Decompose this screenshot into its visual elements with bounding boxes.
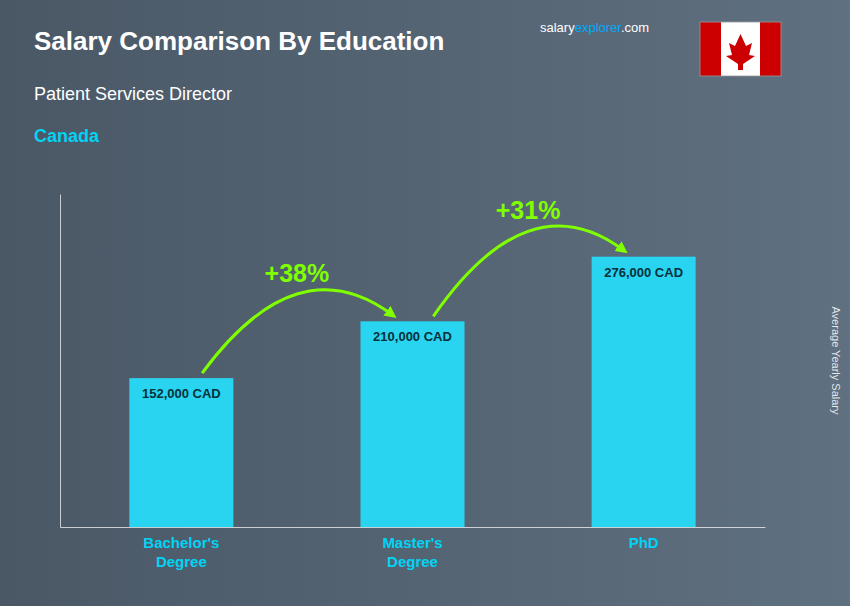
- background: [0, 0, 850, 606]
- x-tick-label-line: PhD: [629, 534, 659, 551]
- x-tick-label: PhD: [629, 534, 659, 551]
- subtitle: Patient Services Director: [34, 84, 232, 104]
- x-tick-label-line: Degree: [387, 553, 438, 570]
- bar: [129, 378, 233, 527]
- chart-container: Bachelor's Degree Master's Degree PhD 152,000…: [0, 0, 850, 606]
- x-tick-label-line: Master's: [382, 534, 442, 551]
- x-axis-line: [61, 527, 766, 528]
- x-tick-label-line: Degree: [156, 553, 207, 570]
- flag-field: [700, 22, 781, 76]
- data-label: 152,000 CAD: [142, 386, 221, 401]
- flag-border: [700, 22, 781, 76]
- watermark-part: explorer: [575, 20, 623, 35]
- data-labels: 152,000 CAD 210,000 CAD 276,000 CAD: [142, 265, 683, 401]
- title: Salary Comparison By Education: [34, 26, 444, 56]
- watermark-part: salary: [540, 20, 575, 35]
- bar: [592, 257, 696, 527]
- flag-band: [760, 22, 781, 76]
- x-tick-label: Bachelor's Degree: [143, 534, 219, 571]
- flag-leaf: [726, 34, 755, 70]
- flag-band: [700, 22, 721, 76]
- x-tick: Bachelor's Degree: [143, 527, 219, 570]
- change-arrow: [433, 226, 623, 316]
- y-axis-line: [60, 195, 61, 528]
- data-label: 210,000 CAD: [373, 329, 452, 344]
- change-arrows: +38% +31%: [202, 196, 623, 373]
- x-axis: Bachelor's Degree Master's Degree PhD: [61, 527, 766, 570]
- country: Canada: [34, 126, 100, 146]
- x-tick-label: Master's Degree: [382, 534, 442, 571]
- flag: [700, 22, 781, 76]
- plot-area: Bachelor's Degree Master's Degree PhD 152,000…: [61, 195, 766, 571]
- x-tick-label-line: Bachelor's: [143, 534, 219, 551]
- chart-svg: Bachelor's Degree Master's Degree PhD 152,000…: [0, 0, 850, 606]
- watermark-part: .com: [621, 20, 649, 35]
- y-axis-title: Average Yearly Salary: [830, 306, 842, 415]
- x-tick: Master's Degree: [382, 527, 442, 570]
- change-arrow: [202, 290, 392, 373]
- change-label: +31%: [496, 196, 561, 224]
- data-label: 276,000 CAD: [604, 265, 683, 280]
- x-tick: PhD: [629, 527, 659, 551]
- bar: [360, 321, 464, 527]
- y-axis: [60, 195, 61, 528]
- bars: [129, 257, 695, 527]
- watermark: salaryexplorer.com: [540, 20, 649, 35]
- change-label: +38%: [265, 259, 330, 287]
